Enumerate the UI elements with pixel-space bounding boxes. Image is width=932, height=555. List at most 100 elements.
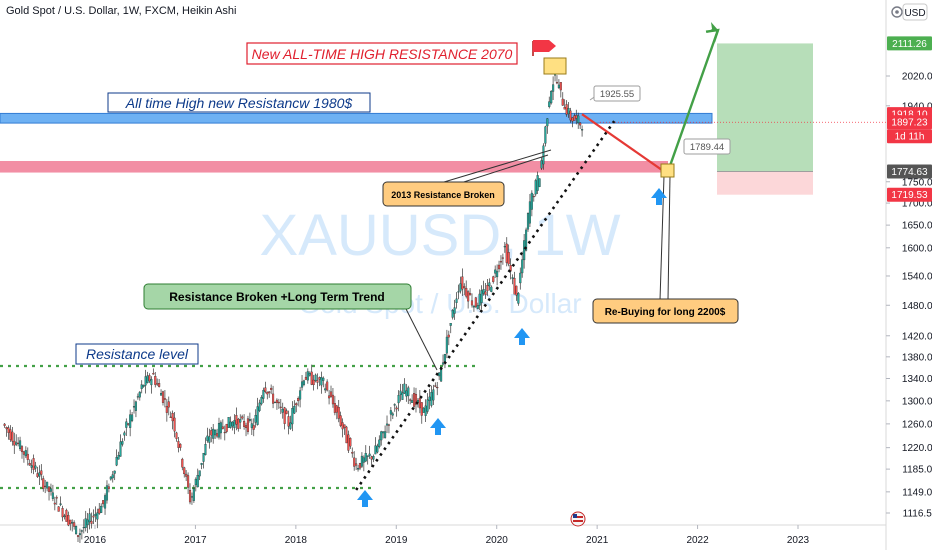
- price-tick-label: 1185.00: [902, 465, 932, 476]
- entry-callout-box: [683, 138, 731, 155]
- candle-body: [53, 502, 56, 505]
- candle-body: [474, 297, 477, 307]
- candle-body: [38, 472, 41, 477]
- annotation-2013-broken[interactable]: 2013 Resistance Broken: [382, 181, 505, 207]
- candle-body: [237, 418, 240, 429]
- candle-body: [333, 403, 336, 413]
- candle-body: [223, 432, 226, 434]
- candles-layer: [3, 64, 584, 543]
- candle-body: [46, 481, 49, 489]
- candle-body: [279, 406, 282, 408]
- candle-body: [555, 82, 559, 84]
- candle-body: [59, 503, 62, 505]
- candle-body: [283, 407, 286, 424]
- annotation-ath-1980[interactable]: All time High new Resistancw 1980$: [107, 92, 371, 113]
- candle-body: [179, 443, 182, 448]
- time-tick-label: 2022: [686, 535, 709, 546]
- price-label-badge: [887, 129, 932, 144]
- candle-body: [125, 421, 128, 428]
- time-axis[interactable]: 2016 2017 2018 2019 2020 2021 2022 2023: [84, 525, 810, 546]
- candle-body: [536, 175, 539, 191]
- candle-body: [36, 473, 39, 477]
- candle-body: [102, 500, 105, 505]
- price-axis[interactable]: 1116.50 1149.00 1185.00 1220.00 1260.00 1300.…: [886, 72, 932, 520]
- price-tick-label: 1260.00: [902, 419, 932, 430]
- candle-body: [268, 391, 271, 393]
- candle-body: [550, 91, 553, 104]
- candle-body: [378, 439, 381, 447]
- annotation-trend[interactable]: Resistance Broken +Long Term Trend: [143, 283, 412, 310]
- candle-body: [372, 456, 375, 460]
- settings-gear-icon[interactable]: [891, 6, 903, 18]
- candle-body: [100, 505, 103, 513]
- candle-body: [360, 455, 363, 467]
- candle-body: [194, 478, 197, 486]
- candle-body: [356, 467, 360, 470]
- candle-body: [393, 404, 396, 406]
- price-label-text: 1d 11h: [895, 132, 925, 143]
- candle-body: [414, 394, 418, 405]
- candle-body: [324, 388, 327, 391]
- projection-down-line: [581, 113, 665, 173]
- annotation-ath-1980-text: All time High new Resistancw 1980$: [125, 95, 353, 111]
- candle-body: [291, 408, 294, 425]
- candle-body: [320, 377, 323, 386]
- candle-body: [61, 508, 64, 518]
- annotation-rebuy[interactable]: Re-Buying for long 2200$: [592, 298, 739, 324]
- candle-body: [55, 497, 58, 499]
- candle-body: [494, 269, 497, 274]
- candle-body: [300, 381, 304, 388]
- candle-body: [403, 383, 406, 394]
- currency-button[interactable]: [902, 3, 928, 21]
- candle-body: [256, 406, 259, 425]
- candle-body: [401, 392, 404, 400]
- candle-body: [297, 398, 300, 402]
- candle-body: [241, 416, 244, 419]
- candle-body: [542, 145, 545, 165]
- price-tick-label: 1940.00: [902, 101, 932, 112]
- candle-body: [148, 375, 151, 382]
- candle-body: [51, 492, 54, 499]
- candle-body: [374, 445, 377, 455]
- candle-body: [69, 519, 72, 524]
- candle-body: [445, 336, 448, 354]
- candle-body: [239, 419, 242, 423]
- candle-body: [413, 393, 416, 407]
- candle-body: [295, 403, 298, 406]
- candle-body: [293, 405, 296, 414]
- candle-body: [40, 470, 43, 475]
- candle-body: [221, 426, 224, 429]
- candle-body: [565, 104, 568, 115]
- candle-body: [499, 261, 503, 263]
- candle-body: [579, 122, 582, 126]
- candle-body: [281, 408, 284, 413]
- candle-body: [80, 530, 83, 532]
- candle-body: [528, 201, 531, 224]
- candle-body: [142, 385, 145, 387]
- annotation-resistance-level[interactable]: Resistance level: [75, 343, 199, 365]
- candle-body: [490, 286, 493, 292]
- candle-body: [171, 412, 174, 422]
- candle-body: [461, 276, 464, 290]
- candle-body: [121, 441, 124, 445]
- candle-body: [206, 435, 209, 441]
- annotation-ath-2070[interactable]: New ALL-TIME HIGH RESISTANCE 2070: [246, 42, 518, 65]
- time-tick-label: 2019: [385, 535, 408, 546]
- candle-body: [152, 373, 155, 375]
- candle-body: [395, 407, 398, 410]
- callout-2013-pointer-2: [443, 149, 552, 183]
- levels-layer: [0, 121, 886, 490]
- candle-body: [540, 160, 543, 169]
- candle-body: [44, 485, 47, 487]
- candle-body: [571, 117, 574, 122]
- candle-body: [358, 463, 362, 469]
- candle-body: [131, 414, 134, 421]
- candle-body: [173, 417, 176, 432]
- long-term-trend-line: [355, 120, 616, 491]
- candle-body: [503, 246, 506, 248]
- candle-body: [11, 431, 14, 442]
- candle-body: [513, 278, 516, 295]
- candle-body: [65, 509, 68, 522]
